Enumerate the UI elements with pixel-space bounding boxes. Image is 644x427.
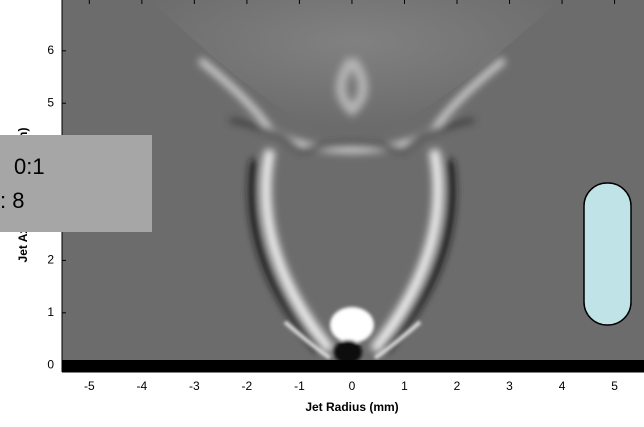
x-tick-label: 0 xyxy=(349,379,356,393)
x-tick-label: 5 xyxy=(611,379,618,393)
x-tick-label: 2 xyxy=(454,379,461,393)
y-tick-label: 2 xyxy=(47,253,54,267)
x-tick-label: -2 xyxy=(242,379,253,393)
x-tick-label: 1 xyxy=(401,379,408,393)
y-tick-label: 5 xyxy=(47,95,54,109)
y-tick-label: 0 xyxy=(47,357,54,371)
chart: Jet Radius (mm) Jet Axial Distance (mm) … xyxy=(0,0,644,422)
overlay-text: 0:1 xyxy=(14,154,45,179)
x-tick-label: -5 xyxy=(84,379,95,393)
pill-shape xyxy=(584,183,631,325)
y-tick-label: 6 xyxy=(47,43,54,57)
x-tick-label: 4 xyxy=(559,379,566,393)
overlay-box xyxy=(0,135,152,232)
x-tick-label: -4 xyxy=(137,379,148,393)
y-tick-label: 1 xyxy=(47,305,54,319)
x-tick-label: 3 xyxy=(506,379,513,393)
x-tick-label: -3 xyxy=(189,379,200,393)
overlay-text: : 8 xyxy=(0,188,24,213)
x-axis-title: Jet Radius (mm) xyxy=(305,400,398,414)
x-tick-label: -1 xyxy=(294,379,305,393)
